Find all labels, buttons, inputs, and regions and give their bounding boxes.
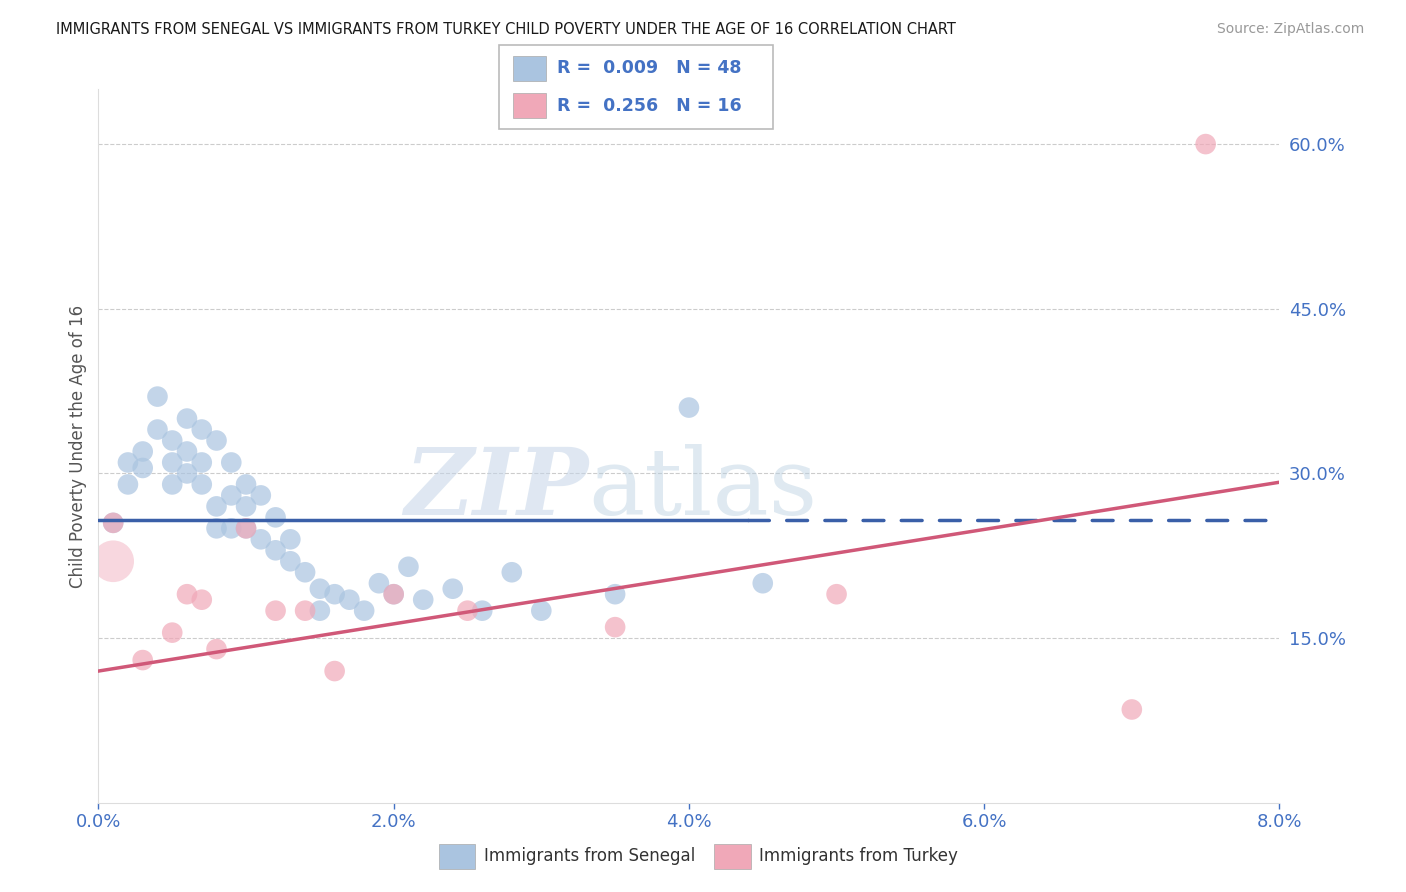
Point bbox=[605, 620, 627, 634]
Bar bbox=[439, 844, 475, 869]
Point bbox=[308, 582, 332, 596]
Point bbox=[132, 444, 155, 458]
Point bbox=[501, 566, 523, 580]
Point bbox=[176, 444, 198, 458]
Point bbox=[162, 625, 183, 640]
Point bbox=[219, 488, 242, 502]
Point bbox=[146, 423, 169, 437]
Point bbox=[191, 592, 214, 607]
Point bbox=[235, 477, 257, 491]
FancyBboxPatch shape bbox=[499, 45, 773, 129]
Point bbox=[323, 587, 346, 601]
Point bbox=[294, 566, 316, 580]
Point bbox=[530, 604, 553, 618]
Point bbox=[456, 604, 478, 618]
Point bbox=[205, 642, 228, 657]
Point bbox=[103, 554, 125, 568]
Point bbox=[412, 592, 434, 607]
Point bbox=[205, 521, 228, 535]
Text: R =  0.256   N = 16: R = 0.256 N = 16 bbox=[557, 96, 741, 114]
Point bbox=[146, 390, 169, 404]
Point bbox=[250, 533, 273, 547]
Point bbox=[278, 533, 302, 547]
Point bbox=[219, 455, 242, 469]
Point bbox=[162, 455, 183, 469]
Point bbox=[751, 576, 773, 591]
Point bbox=[264, 543, 287, 558]
Point bbox=[471, 604, 494, 618]
Point bbox=[205, 500, 228, 514]
Point bbox=[132, 653, 155, 667]
Text: IMMIGRANTS FROM SENEGAL VS IMMIGRANTS FROM TURKEY CHILD POVERTY UNDER THE AGE OF: IMMIGRANTS FROM SENEGAL VS IMMIGRANTS FR… bbox=[56, 22, 956, 37]
Point bbox=[235, 500, 257, 514]
Point bbox=[250, 488, 273, 502]
Bar bbox=[513, 93, 546, 119]
Bar bbox=[513, 55, 546, 81]
Point bbox=[678, 401, 700, 415]
Point bbox=[162, 434, 183, 448]
Y-axis label: Child Poverty Under the Age of 16: Child Poverty Under the Age of 16 bbox=[69, 304, 87, 588]
Point bbox=[103, 516, 125, 530]
Point bbox=[441, 582, 464, 596]
Point bbox=[117, 477, 139, 491]
Text: R =  0.009   N = 48: R = 0.009 N = 48 bbox=[557, 60, 741, 78]
Point bbox=[382, 587, 405, 601]
Point bbox=[162, 477, 183, 491]
Point bbox=[176, 587, 198, 601]
Text: Immigrants from Senegal: Immigrants from Senegal bbox=[484, 847, 695, 865]
Point bbox=[396, 559, 419, 574]
Bar bbox=[714, 844, 751, 869]
Point bbox=[1194, 137, 1216, 152]
Point bbox=[132, 461, 155, 475]
Point bbox=[367, 576, 389, 591]
Point bbox=[1121, 702, 1143, 716]
Point bbox=[103, 516, 125, 530]
Point bbox=[294, 604, 316, 618]
Point bbox=[264, 510, 287, 524]
Text: Immigrants from Turkey: Immigrants from Turkey bbox=[759, 847, 957, 865]
Point bbox=[205, 434, 228, 448]
Point bbox=[382, 587, 405, 601]
Point bbox=[219, 521, 242, 535]
Point bbox=[176, 467, 198, 481]
Point bbox=[191, 455, 214, 469]
Point bbox=[191, 423, 214, 437]
Point bbox=[235, 521, 257, 535]
Point bbox=[353, 604, 375, 618]
Text: ZIP: ZIP bbox=[405, 444, 589, 533]
Point bbox=[264, 604, 287, 618]
Point bbox=[308, 604, 332, 618]
Text: atlas: atlas bbox=[589, 444, 818, 533]
Point bbox=[278, 554, 302, 568]
Point bbox=[337, 592, 360, 607]
Point bbox=[825, 587, 848, 601]
Point bbox=[605, 587, 627, 601]
Point bbox=[191, 477, 214, 491]
Text: Source: ZipAtlas.com: Source: ZipAtlas.com bbox=[1216, 22, 1364, 37]
Point bbox=[323, 664, 346, 678]
Point bbox=[176, 411, 198, 425]
Point bbox=[235, 521, 257, 535]
Point bbox=[117, 455, 139, 469]
